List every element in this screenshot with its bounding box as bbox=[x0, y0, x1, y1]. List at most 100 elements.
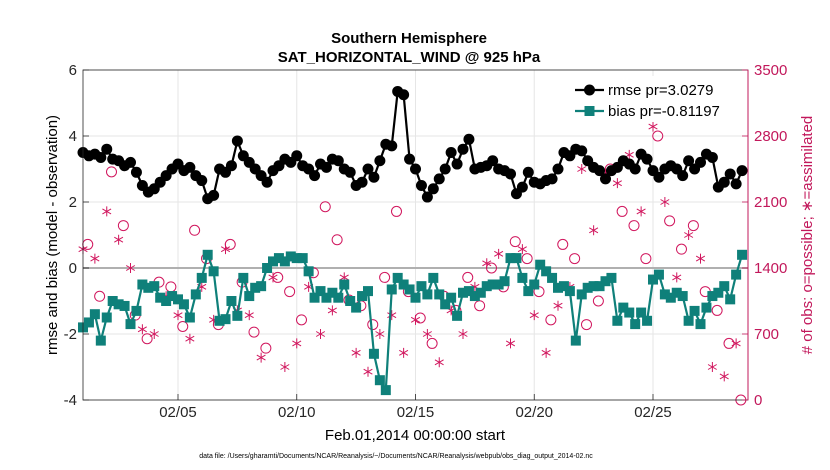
rmse-marker bbox=[130, 166, 142, 178]
rmse-marker bbox=[718, 176, 730, 188]
bias-marker bbox=[725, 294, 736, 305]
obs-possible-marker bbox=[592, 295, 604, 307]
data-file-footnote: data file: /Users/gharamti/Documents/NCA… bbox=[199, 453, 593, 460]
bias-marker bbox=[125, 319, 136, 330]
obs-assimilated-marker bbox=[185, 333, 195, 344]
bias-marker bbox=[487, 279, 498, 290]
bias-marker bbox=[618, 302, 629, 313]
bias-marker bbox=[434, 289, 445, 300]
x-tick-label: 02/10 bbox=[278, 404, 316, 421]
bias-marker bbox=[208, 266, 219, 277]
bias-marker bbox=[167, 291, 178, 302]
rmse-marker bbox=[386, 140, 398, 152]
bias-marker bbox=[701, 302, 712, 313]
bias-marker bbox=[345, 296, 356, 306]
bias-marker bbox=[262, 263, 273, 273]
rmse-marker bbox=[410, 163, 421, 175]
bias-marker bbox=[392, 272, 403, 283]
bias-marker bbox=[713, 287, 724, 298]
rmse-marker bbox=[695, 156, 706, 168]
rmse-marker bbox=[184, 161, 196, 173]
obs-possible-marker bbox=[177, 320, 189, 332]
rmse-marker bbox=[516, 181, 528, 193]
rmse-marker bbox=[641, 153, 653, 165]
bias-marker bbox=[220, 314, 231, 325]
rmse-marker bbox=[368, 171, 380, 183]
right-y-tick-label: 0 bbox=[754, 392, 762, 409]
bias-marker bbox=[386, 284, 397, 295]
legend-bias-marker bbox=[584, 106, 595, 116]
bias-marker bbox=[297, 253, 308, 264]
obs-possible-marker bbox=[331, 234, 343, 246]
x-axis-label: Feb.01,2014 00:00:00 start bbox=[325, 427, 506, 444]
obs-assimilated-marker bbox=[529, 310, 539, 321]
bias-marker bbox=[737, 249, 748, 260]
bias-series-layer bbox=[78, 249, 748, 396]
obs-assimilated-marker bbox=[292, 338, 302, 349]
bias-marker bbox=[333, 292, 344, 303]
legend-bias-label: bias pr=-0.81197 bbox=[608, 103, 720, 120]
bias-marker bbox=[244, 291, 255, 302]
legend-rmse-label: rmse pr=3.0279 bbox=[608, 82, 713, 99]
bias-marker bbox=[612, 315, 623, 326]
bias-marker bbox=[416, 281, 427, 292]
bias-marker bbox=[642, 315, 653, 326]
rmse-marker bbox=[724, 168, 736, 180]
obs-possible-marker bbox=[723, 337, 735, 349]
bias-marker bbox=[285, 251, 296, 262]
obs-possible-marker bbox=[545, 314, 557, 326]
obs-assimilated-marker bbox=[695, 253, 706, 264]
left-axis-ticks: -4 -2 0 2 4 6 bbox=[64, 62, 89, 409]
obs-assimilated-marker bbox=[90, 253, 100, 264]
rmse-marker bbox=[404, 153, 416, 165]
rmse-marker bbox=[356, 176, 368, 188]
rmse-marker bbox=[600, 173, 611, 185]
obs-assimilated-marker bbox=[327, 305, 337, 316]
obs-assimilated-marker bbox=[612, 178, 622, 189]
right-y-tick-label: 700 bbox=[754, 326, 779, 343]
right-y-tick-label: 2100 bbox=[754, 194, 787, 211]
bias-marker bbox=[440, 299, 451, 310]
rmse-marker bbox=[125, 156, 136, 168]
rmse-marker bbox=[463, 133, 475, 145]
obs-assimilated-marker bbox=[505, 338, 516, 349]
bias-marker bbox=[458, 287, 468, 298]
obs-assimilated-marker bbox=[363, 366, 373, 377]
rmse-marker bbox=[231, 135, 243, 147]
bias-marker bbox=[309, 292, 320, 303]
rmse-marker bbox=[522, 166, 534, 178]
bias-marker bbox=[380, 385, 391, 396]
obs-assimilated-marker bbox=[399, 347, 409, 358]
bias-marker bbox=[594, 281, 605, 292]
rmse-series-layer bbox=[77, 85, 748, 205]
rmse-marker bbox=[594, 165, 606, 177]
bias-marker bbox=[232, 310, 243, 321]
obs-assimilated-marker bbox=[577, 164, 587, 174]
right-y-tick-label: 1400 bbox=[754, 260, 787, 277]
bias-marker bbox=[339, 279, 350, 290]
bias-marker bbox=[119, 300, 130, 311]
obs-possible-marker bbox=[711, 304, 723, 316]
rmse-marker bbox=[261, 176, 273, 188]
bias-marker bbox=[630, 319, 641, 330]
obs-assimilated-marker bbox=[707, 362, 717, 372]
bias-marker bbox=[321, 292, 332, 303]
bias-marker bbox=[588, 281, 599, 292]
bias-marker bbox=[475, 287, 486, 298]
rmse-marker bbox=[683, 155, 695, 167]
bias-marker bbox=[541, 266, 552, 277]
rmse-marker bbox=[309, 170, 321, 182]
left-y-tick-label: -2 bbox=[64, 326, 77, 343]
obs-assimilated-marker bbox=[375, 329, 385, 339]
obs-possible-marker bbox=[652, 130, 664, 142]
obs-possible-marker bbox=[296, 314, 307, 326]
bias-marker bbox=[511, 253, 522, 264]
bias-marker bbox=[422, 289, 433, 300]
chart-title: Southern Hemisphere bbox=[331, 30, 487, 47]
bias-marker bbox=[351, 302, 362, 313]
bias-marker bbox=[155, 292, 166, 303]
rmse-marker bbox=[332, 155, 344, 167]
bias-marker bbox=[558, 281, 569, 292]
left-y-tick-label: 2 bbox=[69, 194, 77, 211]
